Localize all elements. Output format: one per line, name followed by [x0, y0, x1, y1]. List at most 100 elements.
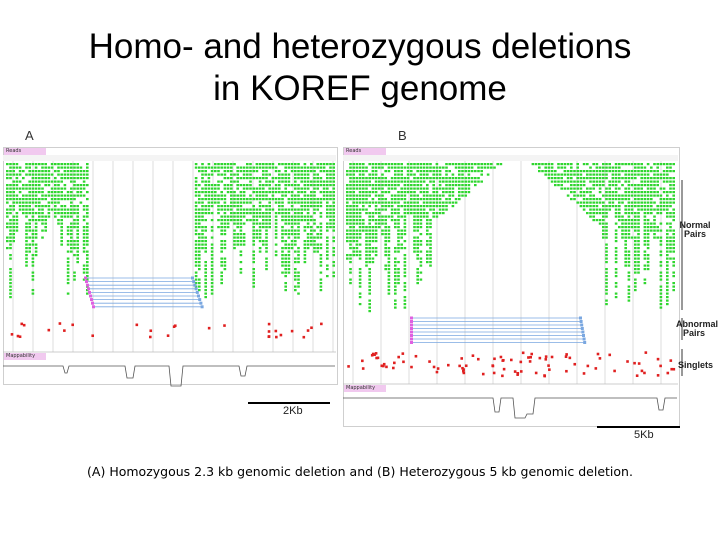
panel-b-normal-read: [458, 194, 461, 197]
panel-a-normal-read: [12, 170, 15, 173]
panel-b-singlet: [613, 369, 616, 373]
panel-a-normal-read: [319, 222, 323, 225]
panel-a-normal-read: [294, 285, 297, 288]
panel-b-normal-read: [634, 254, 637, 257]
panel-a-normal-read: [220, 163, 223, 166]
panel-a-normal-read: [60, 166, 63, 169]
panel-a-normal-read: [60, 222, 63, 225]
panel-b-normal-read: [458, 173, 461, 176]
panel-b-singlet: [547, 364, 550, 367]
panel-b-normal-read: [621, 226, 624, 229]
panel-b-normal-read: [634, 229, 637, 232]
panel-a-normal-read: [12, 229, 15, 232]
panel-b-normal-read: [358, 163, 362, 166]
panel-b-normal-read: [576, 166, 579, 169]
panel-b-normal-read: [566, 187, 570, 190]
panel-b-normal-read: [368, 177, 371, 180]
panel-b-normal-read: [666, 243, 669, 246]
panel-b-normal-read: [400, 191, 403, 194]
panel-b-normal-read: [387, 191, 391, 194]
panel-a-normal-read: [255, 215, 259, 218]
panel-a-normal-read: [332, 191, 335, 194]
panel-b-normal-read: [624, 177, 627, 180]
panel-b-normal-read: [618, 201, 621, 204]
panel-a-normal-read: [9, 219, 12, 222]
panel-b-normal-read: [592, 219, 595, 222]
panel-a-singlet: [22, 323, 26, 327]
panel-a-normal-read: [265, 173, 268, 176]
panel-b-normal-read: [634, 247, 637, 250]
panel-a-normal-read: [310, 229, 313, 232]
panel-b-normal-read: [349, 254, 352, 257]
panel-b-normal-read: [422, 187, 426, 190]
panel-b-normal-read: [566, 163, 570, 166]
panel-b-normal-read: [403, 208, 407, 211]
panel-b-normal-read: [602, 229, 605, 232]
panel-b-normal-read: [358, 177, 362, 180]
panel-b-normal-read: [358, 275, 362, 278]
panel-a-normal-read: [294, 208, 297, 211]
panel-b-singlet: [565, 369, 568, 373]
panel-b-normal-read: [371, 236, 375, 239]
panel-a-normal-read: [239, 254, 243, 257]
panel-b-normal-read: [442, 177, 445, 180]
panel-a-normal-read: [204, 243, 207, 246]
panel-b-normal-read: [643, 177, 647, 180]
panel-a-normal-read: [28, 236, 31, 239]
panel-a-normal-read: [294, 201, 297, 204]
panel-a-normal-read: [44, 226, 47, 229]
panel-a-normal-read: [220, 219, 223, 222]
panel-b-normal-read: [371, 201, 375, 204]
panel-a-normal-read: [70, 229, 73, 232]
panel-b-normal-read: [618, 177, 621, 180]
panel-a-normal-read: [262, 194, 265, 197]
panel-b-singlet: [564, 355, 568, 358]
panel-a-normal-read: [63, 177, 67, 180]
panel-b-singlet: [659, 364, 662, 368]
panel-a-normal-read: [12, 208, 15, 211]
panel-a-normal-read: [265, 184, 268, 187]
panel-b-normal-read: [624, 264, 627, 267]
panel-b-normal-read: [346, 229, 349, 232]
panel-b-normal-read: [653, 219, 656, 222]
panel-b-normal-read: [659, 292, 663, 295]
panel-a-normal-read: [54, 187, 57, 190]
panel-b-normal-read: [403, 194, 407, 197]
panel-b-normal-read: [666, 261, 669, 264]
panel-b-normal-read: [381, 222, 384, 225]
panel-b-normal-read: [355, 184, 359, 187]
panel-b-normal-read: [387, 205, 391, 208]
panel-a-normal-read: [287, 201, 291, 204]
panel-a-normal-read: [28, 180, 31, 183]
panel-a-normal-read: [294, 222, 297, 225]
panel-b-normal-read: [544, 173, 547, 176]
panel-b-normal-read: [448, 184, 451, 187]
panel-b-normal-read: [618, 215, 621, 218]
panel-a-normal-read: [284, 285, 287, 288]
panel-b-normal-read: [646, 261, 650, 264]
panel-b-normal-read: [637, 264, 640, 267]
panel-b-normal-read: [371, 212, 375, 215]
panel-a-normal-read: [268, 215, 271, 218]
panel-b-normal-read: [624, 208, 627, 211]
panel-b-normal-read: [426, 198, 429, 201]
panel-b-normal-read: [426, 229, 429, 232]
panel-a-normal-read: [294, 212, 297, 215]
panel-a-normal-read: [230, 166, 233, 169]
panel-a-normal-read: [239, 219, 243, 222]
panel-b-normal-read: [586, 163, 589, 166]
panel-b-normal-read: [461, 184, 464, 187]
panel-a-normal-read: [73, 222, 76, 225]
panel-a-normal-read: [284, 187, 287, 190]
panel-b-normal-read: [592, 215, 595, 218]
panel-a-normal-read: [31, 261, 35, 264]
panel-b-normal-read: [627, 229, 631, 232]
panel-b-normal-read: [662, 191, 666, 194]
panel-a-normal-read: [310, 198, 313, 201]
panel-b-normal-read: [368, 184, 371, 187]
panel-a-normal-read: [63, 184, 67, 187]
panel-b-normal-read: [384, 268, 387, 271]
panel-a-normal-read: [262, 177, 265, 180]
panel-a-normal-read: [86, 198, 89, 201]
panel-b-normal-read: [416, 236, 419, 239]
